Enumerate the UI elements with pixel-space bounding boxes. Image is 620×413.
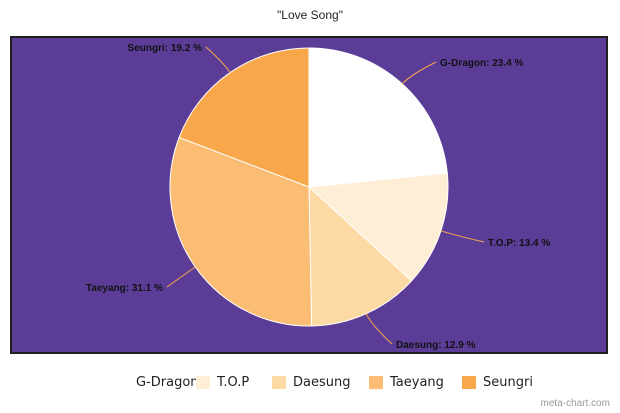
legend-swatch: [462, 375, 476, 389]
credit-text: meta-chart.com: [540, 398, 610, 409]
legend-item[interactable]: Seungri: [462, 372, 533, 392]
pie-slice-daesung[interactable]: [308, 185, 413, 327]
leader-line: [166, 266, 196, 288]
legend-item[interactable]: G-Dragon: [115, 372, 199, 392]
legend-swatch: [115, 375, 129, 389]
legend-label: Seungri: [483, 374, 533, 390]
legend-item[interactable]: Taeyang: [369, 372, 444, 392]
leader-line: [401, 61, 437, 85]
data-label: Seungri: 19.2 %: [128, 43, 203, 54]
legend-item[interactable]: Daesung: [272, 372, 350, 392]
data-label: T.O.P: 13.4 %: [488, 238, 550, 249]
chart-title: "Love Song": [277, 8, 343, 22]
data-label: G-Dragon: 23.4 %: [440, 58, 523, 69]
legend-swatch: [272, 375, 286, 389]
leader-line: [365, 313, 393, 345]
pie-slice-seungri[interactable]: [178, 47, 310, 188]
legend-swatch: [196, 375, 210, 389]
legend-label: G-Dragon: [136, 374, 199, 390]
legend-label: T.O.P: [217, 374, 250, 390]
legend-item[interactable]: T.O.P: [196, 372, 249, 392]
legend-label: Taeyang: [390, 374, 444, 390]
legend-label: Daesung: [293, 374, 351, 390]
data-label: Taeyang: 31.1 %: [86, 283, 163, 294]
legend: G-Dragon T.O.P Daesung Taeyang Seungri: [0, 372, 620, 392]
leader-line: [205, 46, 231, 73]
data-label: Daesung: 12.9 %: [396, 340, 476, 351]
pie-slice-g-dragon[interactable]: [308, 47, 448, 188]
leader-line: [440, 230, 485, 243]
legend-swatch: [369, 375, 383, 389]
